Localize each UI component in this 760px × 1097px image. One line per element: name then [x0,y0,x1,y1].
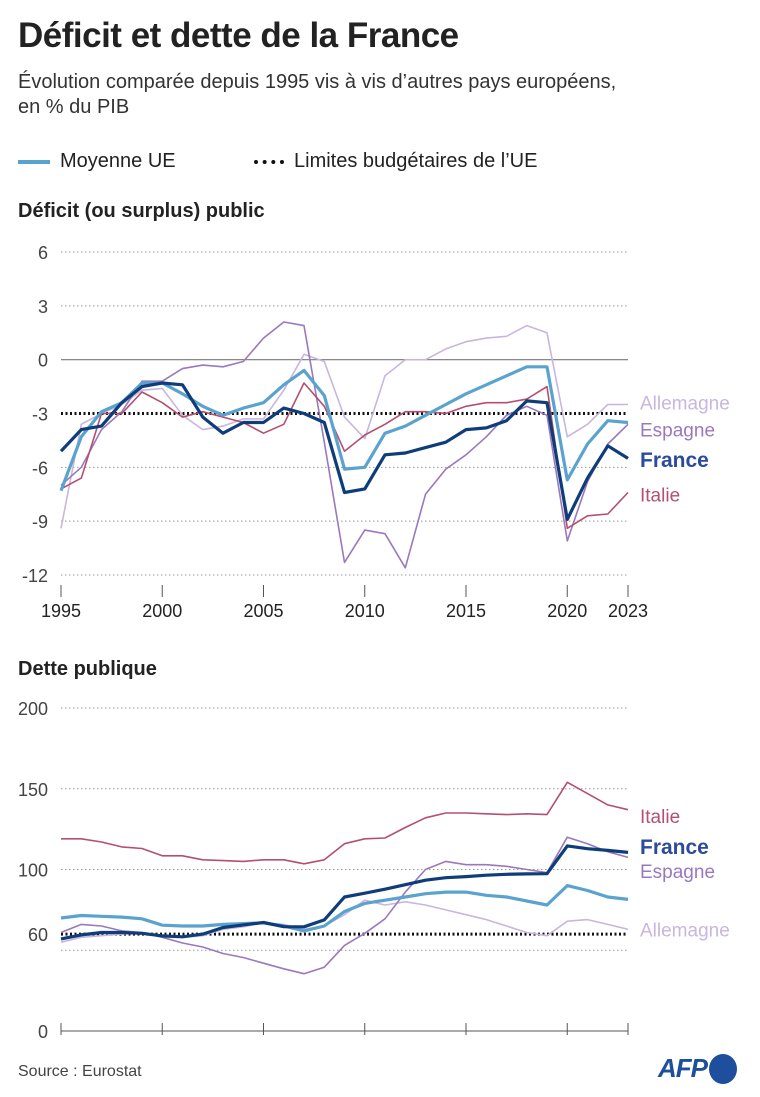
series-label-france: France [640,449,709,472]
afp-logo-dot [709,1053,737,1084]
legend-eu: Moyenne UE [18,150,176,173]
y-tick-label: -9 [32,512,48,532]
subtitle: Évolution comparée depuis 1995 vis à vis… [18,71,617,118]
y-tick-label: 100 [18,861,48,881]
legend-limit: Limites budgétaires de l’UE [254,150,537,173]
series-france-line [59,381,629,521]
title: Déficit et dette de la France [18,16,459,55]
y-tick-label: 3 [38,297,48,317]
source: Source : Eurostat [18,1063,142,1080]
y-tick-label: -3 [32,405,48,425]
series-label-allemagne: Allemagne [640,920,730,941]
x-tick-label: 2005 [243,601,283,621]
series-france-line [60,844,629,941]
y-tick-label: 6 [38,243,48,263]
deficit-title: Déficit (ou surplus) public [18,200,265,222]
x-tick-label: 2023 [608,601,648,621]
series-label-france: France [640,836,709,859]
series-label-italie: Italie [640,807,680,828]
series-espagne-line [60,321,629,569]
series-italie-line [60,382,629,530]
x-tick-label: 2010 [345,601,385,621]
legend-eu-swatch [18,159,50,164]
y-tick-label: 60 [28,925,48,945]
legend-limit-swatch [254,159,284,164]
legend-eu-label: Moyenne UE [60,150,176,172]
x-tick-label: 2000 [142,601,182,621]
afp-logo: AFP [658,1053,737,1084]
y-tick-label: 0 [38,1022,48,1042]
series-label-allemagne: Allemagne [640,394,730,415]
debt-title: Dette publique [18,658,157,680]
y-tick-label: -12 [22,566,48,586]
y-tick-label: -6 [32,458,48,478]
y-tick-label: 0 [38,351,48,371]
series-eu-line [60,884,629,933]
legend-limit-label: Limites budgétaires de l’UE [294,150,538,172]
y-tick-label: 150 [18,780,48,800]
y-tick-label: 200 [18,699,48,719]
afp-logo-text: AFP [658,1053,708,1083]
series-allemagne-line [60,324,628,529]
x-tick-label: 1995 [41,601,81,621]
series-label-espagne: Espagne [640,421,715,442]
series-label-italie: Italie [640,485,680,506]
x-tick-label: 2020 [547,601,587,621]
x-tick-label: 2015 [446,601,486,621]
series-italie-line [61,781,629,865]
series-label-espagne: Espagne [640,862,715,883]
